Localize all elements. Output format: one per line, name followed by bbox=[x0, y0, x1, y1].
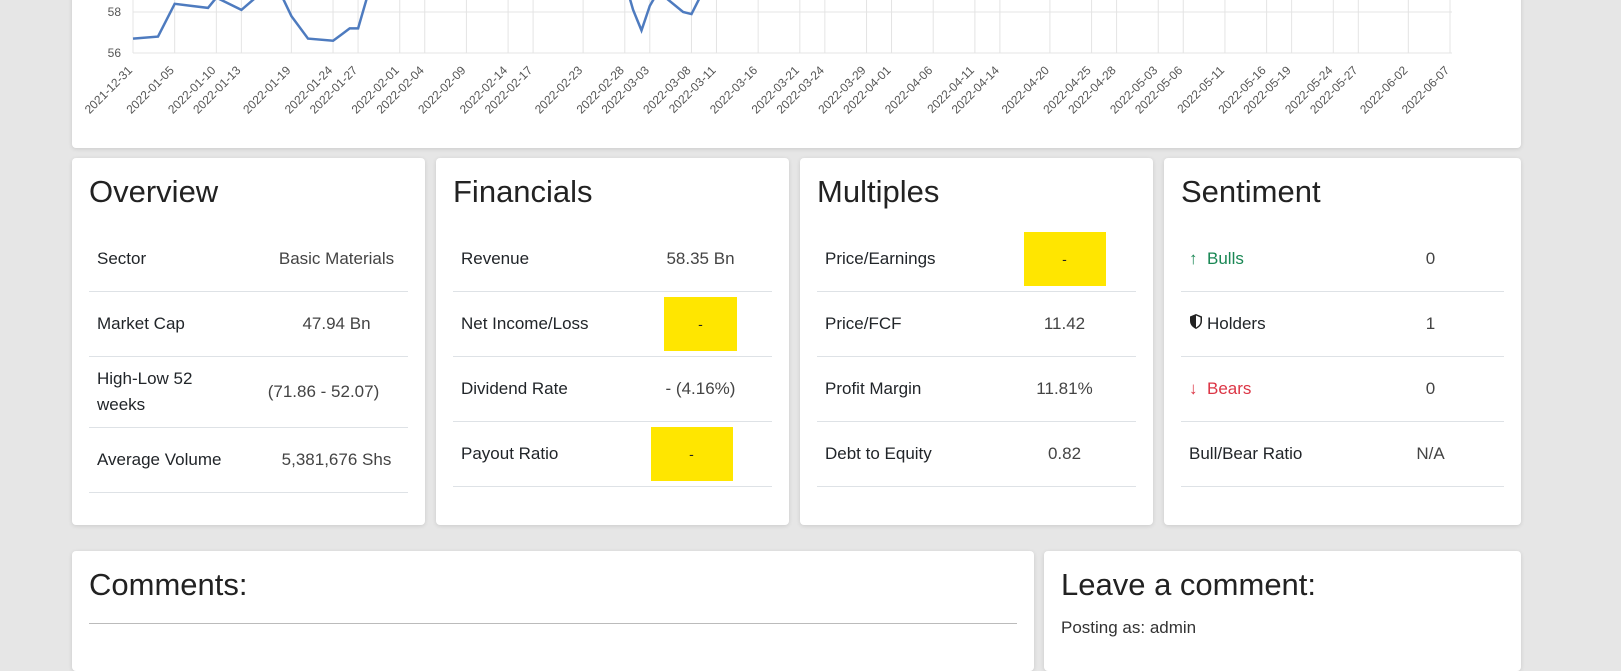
row-value: 11.42 bbox=[1043, 314, 1086, 333]
bulls-text: Bulls bbox=[1207, 249, 1244, 268]
row-label: Debt to Equity bbox=[825, 444, 932, 463]
row-label: Profit Margin bbox=[825, 379, 922, 398]
row-value: 0.82 bbox=[1047, 444, 1082, 463]
row-label: Revenue bbox=[461, 249, 530, 268]
table-row: Bull/Bear Ratio N/A bbox=[1181, 422, 1504, 487]
bulls-label: ↑ Bulls bbox=[1181, 246, 1357, 272]
row-label: High-Low 52 weeks bbox=[97, 369, 193, 414]
series-line bbox=[628, 0, 700, 34]
row-label: Sector bbox=[97, 249, 147, 268]
row-value-cell: - bbox=[629, 427, 772, 481]
posting-as-text: Posting as: admin bbox=[1061, 618, 1197, 637]
multiples-card: Multiples Price/Earnings - Price/FCF 11.… bbox=[800, 158, 1153, 525]
financials-card: Financials Revenue 58.35 Bn Net Income/L… bbox=[436, 158, 789, 525]
row-value: - (4.16%) bbox=[665, 379, 736, 398]
arrow-down-icon: ↓ bbox=[1189, 379, 1198, 398]
bulls-value: 0 bbox=[1425, 249, 1436, 268]
row-label: Payout Ratio bbox=[461, 444, 559, 463]
bears-text: Bears bbox=[1207, 379, 1252, 398]
row-label: Price/FCF bbox=[825, 314, 902, 333]
table-row: Debt to Equity 0.82 bbox=[817, 422, 1136, 487]
row-label: Average Volume bbox=[97, 450, 222, 469]
sentiment-title: Sentiment bbox=[1181, 174, 1321, 209]
financials-title: Financials bbox=[453, 174, 593, 209]
row-value: 5,381,676 Shs bbox=[281, 450, 392, 469]
row-value: N/A bbox=[1416, 444, 1445, 463]
comments-divider bbox=[89, 623, 1017, 624]
holders-label: Holders bbox=[1181, 311, 1357, 337]
table-row: Payout Ratio - bbox=[453, 422, 772, 487]
row-label: Dividend Rate bbox=[461, 379, 568, 398]
bears-label: ↓ Bears bbox=[1181, 376, 1357, 402]
table-row: Market Cap 47.94 Bn bbox=[89, 292, 408, 357]
overview-title: Overview bbox=[89, 174, 219, 209]
highlighted-value: - bbox=[664, 297, 737, 351]
price-chart: 2021-12-312022-01-052022-01-102022-01-13… bbox=[82, 0, 1452, 117]
table-row: Revenue 58.35 Bn bbox=[453, 227, 772, 292]
y-tick-label: 56 bbox=[108, 46, 122, 60]
shield-icon bbox=[1189, 311, 1207, 337]
row-value: 47.94 Bn bbox=[302, 314, 371, 333]
highlighted-value: - bbox=[1023, 232, 1106, 286]
holders-value: 1 bbox=[1425, 314, 1436, 333]
table-row: ↑ Bulls 0 bbox=[1181, 227, 1504, 292]
table-row: Price/Earnings - bbox=[817, 227, 1136, 292]
table-row: Price/FCF 11.42 bbox=[817, 292, 1136, 357]
leave-comment-title: Leave a comment: bbox=[1061, 567, 1317, 602]
table-row: Profit Margin 11.81% bbox=[817, 357, 1136, 422]
table-row: Sector Basic Materials bbox=[89, 227, 408, 292]
table-row: Dividend Rate - (4.16%) bbox=[453, 357, 772, 422]
holders-text: Holders bbox=[1207, 314, 1266, 333]
price-chart-card: 2021-12-31 2022-01-05 2022-01-10 2022-01-13… bbox=[72, 0, 1521, 148]
row-value: 11.81% bbox=[1036, 379, 1093, 398]
table-row: Holders 1 bbox=[1181, 292, 1504, 357]
financials-table: Revenue 58.35 Bn Net Income/Loss - Divid… bbox=[453, 227, 772, 487]
bears-value: 0 bbox=[1425, 379, 1436, 398]
table-row: ↓ Bears 0 bbox=[1181, 357, 1504, 422]
row-label: Bull/Bear Ratio bbox=[1189, 444, 1303, 463]
table-row: Average Volume 5,381,676 Shs bbox=[89, 428, 408, 493]
leave-comment-card: Leave a comment: Posting as: admin bbox=[1044, 551, 1521, 671]
row-label: Price/Earnings bbox=[825, 249, 936, 268]
row-label: Net Income/Loss bbox=[461, 314, 589, 333]
row-value-cell: - bbox=[629, 297, 772, 351]
row-value-cell: - bbox=[993, 232, 1136, 286]
multiples-title: Multiples bbox=[817, 174, 940, 209]
sentiment-table: ↑ Bulls 0 Holders 1 ↓ Bears 0 Bull/Bear Ra… bbox=[1181, 227, 1504, 487]
arrow-up-icon: ↑ bbox=[1189, 249, 1198, 268]
comments-title: Comments: bbox=[89, 567, 248, 602]
row-value: 58.35 Bn bbox=[666, 249, 735, 268]
row-label: Market Cap bbox=[97, 314, 185, 333]
multiples-table: Price/Earnings - Price/FCF 11.42 Profit … bbox=[817, 227, 1136, 487]
sentiment-card: Sentiment ↑ Bulls 0 Holders 1 ↓ Bears 0 Bu… bbox=[1164, 158, 1521, 525]
overview-card: Overview Sector Basic Materials Market C… bbox=[72, 158, 425, 525]
series-line bbox=[132, 0, 368, 42]
comments-card: Comments: bbox=[72, 551, 1034, 671]
overview-table: Sector Basic Materials Market Cap 47.94 … bbox=[89, 227, 408, 493]
table-row: High-Low 52 weeks (71.86 - 52.07) bbox=[89, 357, 408, 428]
row-value: Basic Materials bbox=[278, 249, 395, 268]
highlighted-value: - bbox=[650, 427, 733, 481]
y-tick-label: 58 bbox=[108, 5, 122, 19]
table-row: Net Income/Loss - bbox=[453, 292, 772, 357]
row-value: (71.86 - 52.07) bbox=[267, 382, 380, 401]
